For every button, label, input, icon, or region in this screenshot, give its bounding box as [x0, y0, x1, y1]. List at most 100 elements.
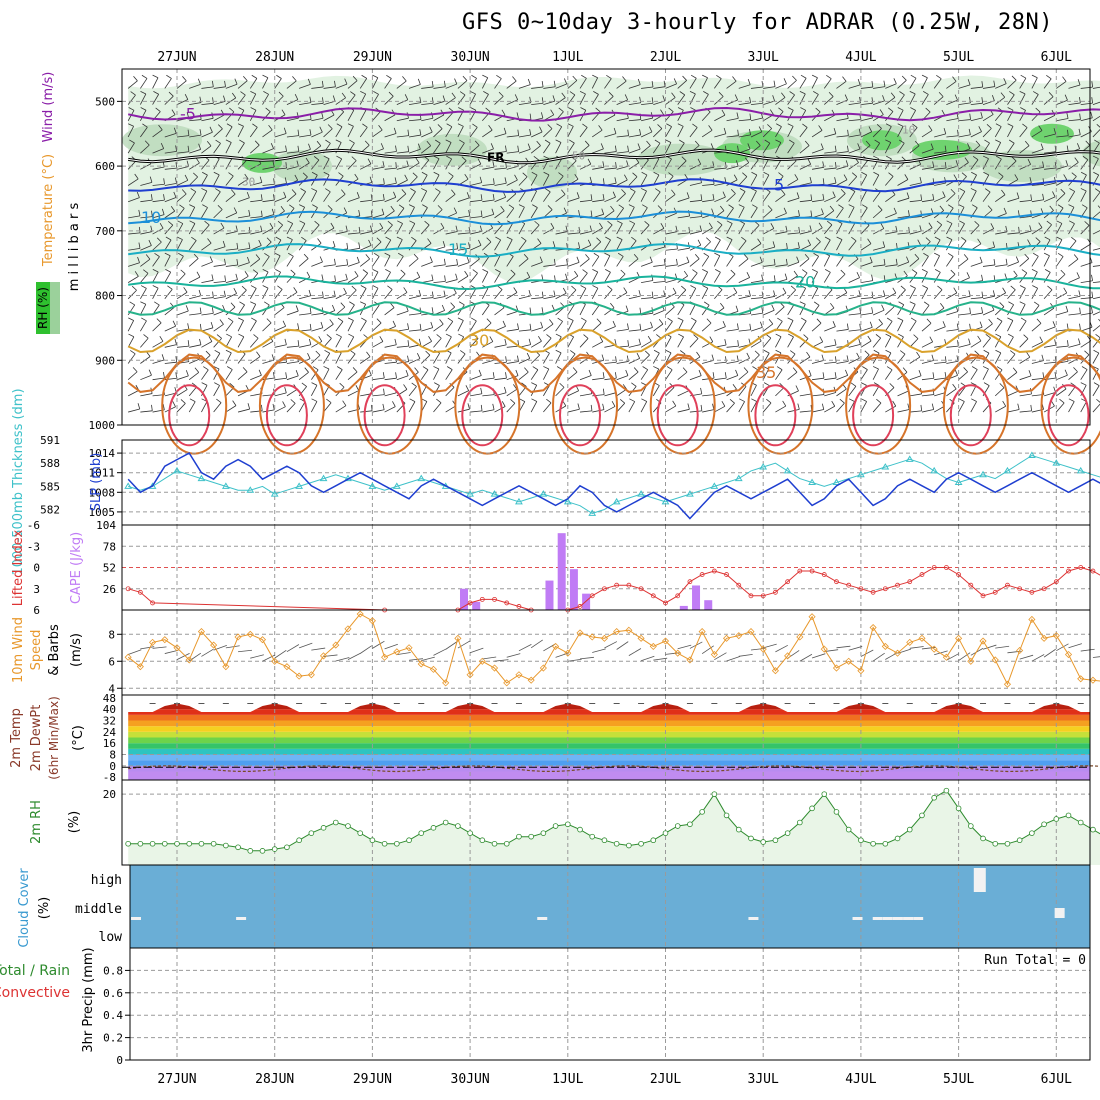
wind-barb — [846, 355, 849, 362]
wind-barb — [750, 117, 763, 122]
wind-barb — [860, 262, 873, 267]
wind-barb — [845, 369, 849, 376]
wind-barb — [838, 204, 844, 209]
wind-barb — [826, 74, 832, 80]
wind-barb — [671, 189, 676, 195]
wind-barb — [616, 236, 623, 240]
wind-barb — [872, 309, 885, 316]
wind-barb — [1094, 139, 1100, 144]
wind-barb — [384, 96, 394, 105]
wind-barb — [612, 320, 616, 327]
wind-barb — [921, 148, 934, 154]
wind-barb — [567, 107, 574, 111]
wind-barb — [550, 109, 555, 116]
rh-high-patch — [912, 139, 972, 160]
wind-barb-10m — [128, 649, 142, 655]
wind-barb — [595, 107, 601, 113]
wind-barb — [237, 94, 246, 105]
wind-barb-10m — [298, 642, 313, 649]
wind-barb — [885, 97, 896, 105]
wind-barb — [297, 323, 300, 330]
x-date-label-bottom: 3JUL — [748, 1072, 779, 1087]
wind-barb — [140, 181, 153, 186]
wind-barb — [392, 401, 396, 407]
lifted-index-marker — [785, 579, 791, 585]
lifted-index-marker — [638, 586, 644, 592]
wind-barb — [689, 127, 698, 138]
wind-barb — [836, 360, 849, 364]
wind-barb — [604, 272, 611, 283]
wind-barb — [262, 322, 272, 332]
wind-barb — [300, 188, 306, 192]
wind-barb — [231, 92, 237, 99]
wind-barb — [225, 230, 238, 235]
wind-barb — [633, 367, 639, 373]
thickness-marker — [246, 486, 255, 493]
wind-barb — [140, 199, 153, 203]
wind-barb — [994, 126, 1002, 138]
wind-barb — [840, 188, 846, 194]
wind-barb — [360, 410, 373, 413]
wind-barb — [1078, 96, 1081, 103]
wind-barb — [188, 223, 196, 235]
wind-barb — [657, 205, 663, 211]
wind-barb — [530, 131, 543, 138]
rh2m-marker — [284, 844, 290, 851]
thickness-marker — [270, 490, 279, 497]
wind-barb — [692, 123, 698, 128]
wind-barb — [372, 377, 385, 381]
wind-barb — [408, 401, 416, 413]
wind-barb — [292, 76, 297, 82]
wind-speed-marker — [319, 652, 328, 660]
wind-barb — [175, 356, 178, 363]
wind-barb — [201, 312, 214, 316]
wind-barb — [871, 307, 874, 314]
wind-barb — [482, 359, 494, 364]
wind-barb — [1057, 204, 1064, 209]
wind-barb — [1019, 164, 1031, 170]
wind-barb — [898, 139, 905, 144]
wind-barb — [127, 94, 136, 105]
wind-barb — [191, 236, 197, 241]
wind-barb — [980, 111, 983, 118]
wind-barb — [1001, 189, 1006, 195]
x-date-label-top: 3JUL — [748, 50, 779, 65]
wind-barb — [1068, 84, 1081, 89]
wind-barb — [750, 224, 760, 235]
wind-barb — [1092, 191, 1100, 202]
wind-barb-10m — [408, 658, 423, 661]
wind-barb — [725, 356, 727, 363]
wind-barb — [531, 382, 537, 386]
wind-barb — [992, 290, 996, 297]
wind-barb-10m — [396, 652, 411, 655]
wind-barb — [406, 160, 409, 167]
wind-barb-10m — [775, 644, 788, 653]
wind-barb — [653, 349, 660, 354]
rh2m-marker — [687, 821, 693, 828]
wind-barb — [396, 310, 409, 316]
wind-speed-marker — [576, 629, 584, 637]
wind-barb — [506, 256, 514, 267]
wind-barb — [323, 155, 330, 160]
wind-barb — [763, 366, 769, 370]
wind-barb — [250, 107, 257, 111]
wind-barb — [372, 199, 385, 203]
wind-barb — [750, 327, 763, 332]
wind-barb — [860, 340, 872, 348]
wind-barb — [937, 285, 943, 291]
wind-barb — [775, 176, 784, 186]
cape-tick-label: 26 — [103, 583, 116, 596]
wind-barb — [1051, 400, 1055, 407]
cloud-mark — [748, 917, 759, 920]
wind-barb — [688, 226, 691, 233]
wind-barb — [494, 406, 506, 413]
wind-barb — [249, 127, 258, 138]
wind-barb — [274, 377, 287, 381]
wind-barb — [592, 409, 605, 413]
thickness-marker — [759, 463, 768, 470]
wind-barb — [579, 410, 592, 413]
wind-barb — [639, 307, 642, 314]
cape-bar — [704, 600, 713, 610]
wind-barb — [824, 210, 835, 219]
precip-title: 3hr Precip (mm) — [81, 947, 96, 1052]
